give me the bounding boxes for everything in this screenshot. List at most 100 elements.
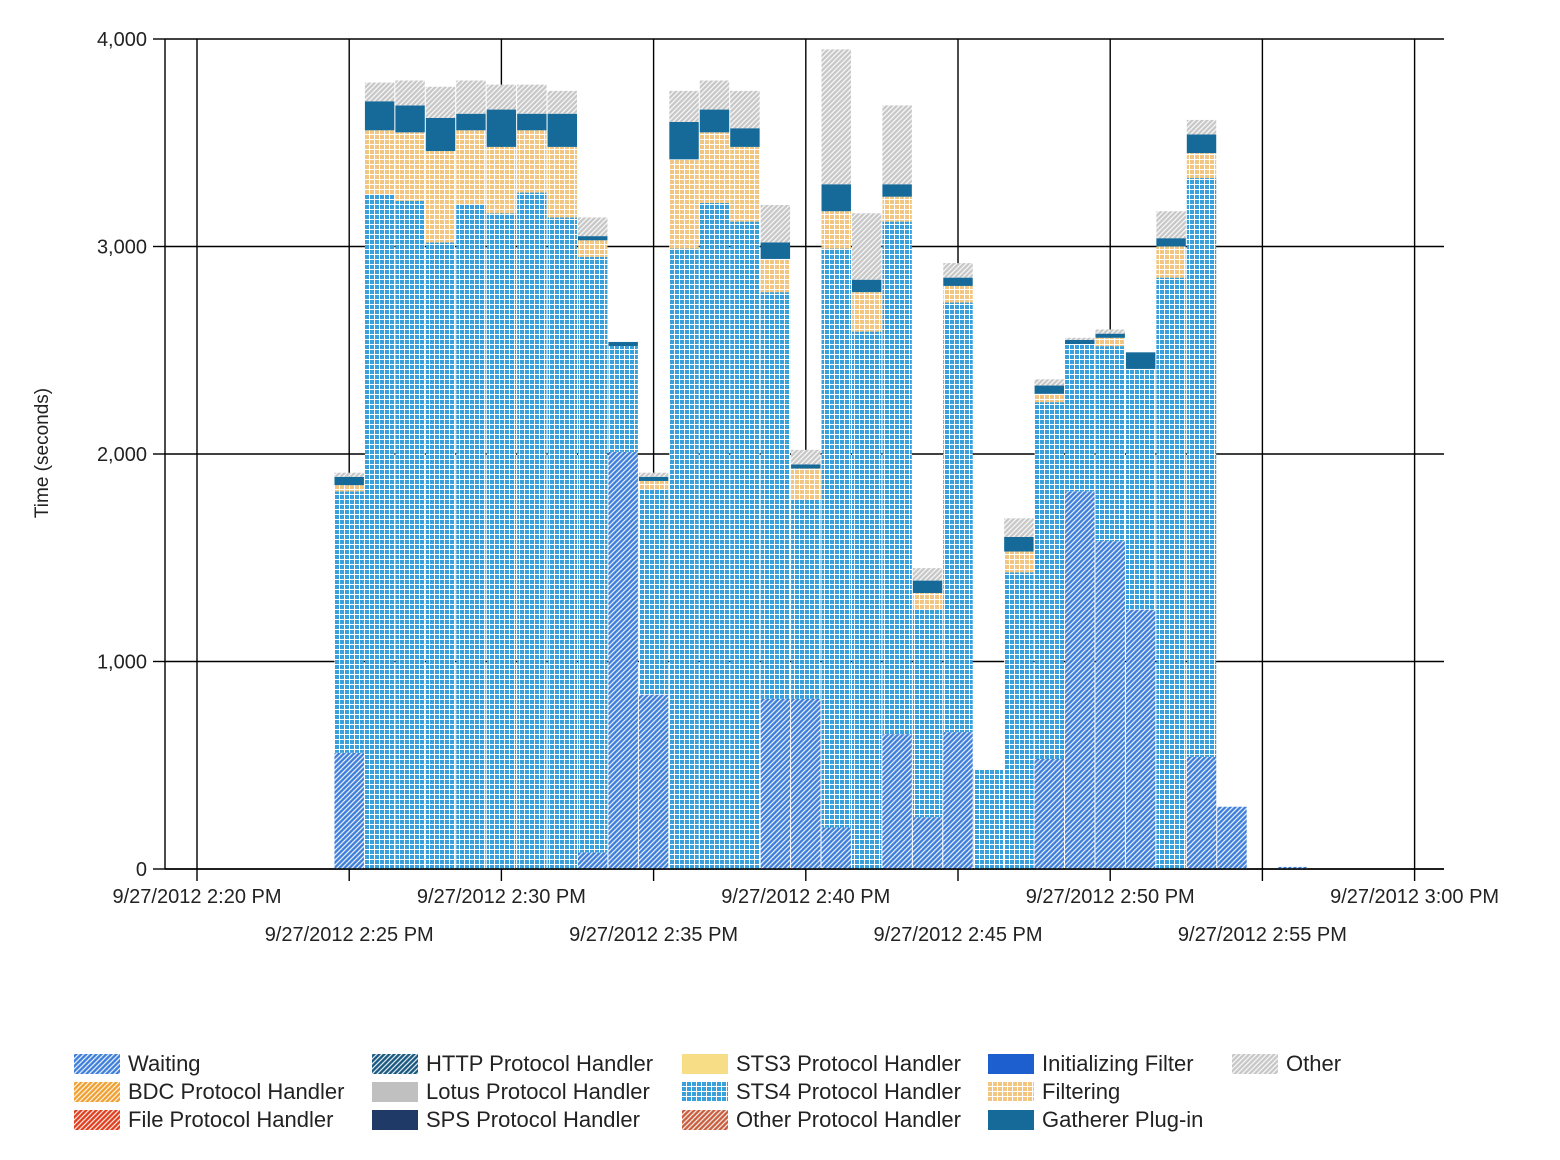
legend-swatch xyxy=(988,1110,1034,1130)
bar-segment-sts4-protocol-handler xyxy=(973,769,1004,869)
bar-segment-gatherer-plug-in xyxy=(1125,352,1156,369)
bar-segment-gatherer-plug-in xyxy=(638,476,669,481)
bar-segment-gatherer-plug-in xyxy=(547,113,577,147)
bar-segment-gatherer-plug-in xyxy=(699,109,730,133)
bar-segment-gatherer-plug-in xyxy=(1095,333,1125,338)
legend-label: STS3 Protocol Handler xyxy=(736,1051,961,1076)
bar-segment-gatherer-plug-in xyxy=(851,279,882,293)
bar-segment-sts4-protocol-handler xyxy=(1004,572,1034,869)
bar-segment-sts4-protocol-handler xyxy=(395,200,425,870)
bar-segment-other xyxy=(1186,119,1217,135)
bar-segment-sts4-protocol-handler xyxy=(882,221,912,735)
bar-segment-gatherer-plug-in xyxy=(1065,339,1095,345)
bar-segment-sts4-protocol-handler xyxy=(791,499,821,699)
bar-segment-filtering xyxy=(578,240,608,257)
bar-segment-sts4-protocol-handler xyxy=(699,202,730,870)
bar-segment-filtering xyxy=(851,292,882,332)
legend-label: Gatherer Plug-in xyxy=(1042,1107,1204,1132)
bar-segment-other xyxy=(456,80,486,114)
bar-segment-filtering xyxy=(730,146,760,222)
bar-segment-sts4-protocol-handler xyxy=(760,292,791,699)
bar-segment-gatherer-plug-in xyxy=(517,113,547,131)
bar-segment-waiting xyxy=(943,732,973,869)
legend-swatch xyxy=(1232,1054,1278,1074)
bar-segment-other xyxy=(851,213,882,280)
bar-segment-gatherer-plug-in xyxy=(456,113,486,131)
bar-segment-sts4-protocol-handler xyxy=(334,491,364,753)
legend-label: STS4 Protocol Handler xyxy=(736,1079,961,1104)
legend-label: HTTP Protocol Handler xyxy=(426,1051,654,1076)
legend-item: Waiting xyxy=(74,1051,201,1077)
legend: Waiting BDC Protocol Handler File Protocol… xyxy=(74,1051,1514,1141)
bar-segment-sts4-protocol-handler xyxy=(578,256,608,853)
bar-segment-gatherer-plug-in xyxy=(669,122,699,160)
bar-segment-sts4-protocol-handler xyxy=(912,609,943,818)
bar-segment-other xyxy=(730,90,760,129)
bar-segment-sts4-protocol-handler xyxy=(1065,344,1095,492)
bar-segment-other xyxy=(699,80,730,110)
bar-segment-gatherer-plug-in xyxy=(486,109,517,147)
bar-segment-other xyxy=(578,217,608,237)
bar-segment-gatherer-plug-in xyxy=(425,117,456,152)
legend-item: SPS Protocol Handler xyxy=(372,1107,640,1133)
legend-item: File Protocol Handler xyxy=(74,1107,333,1133)
bar-segment-sts4-protocol-handler xyxy=(638,489,669,695)
y-axis-label: Time (seconds) xyxy=(32,388,53,518)
legend-item: Filtering xyxy=(988,1079,1120,1105)
bar-segment-sts4-protocol-handler xyxy=(1186,178,1217,757)
bar-segment-waiting xyxy=(1065,491,1095,869)
legend-item: Gatherer Plug-in xyxy=(988,1107,1203,1133)
x-tick-label: 9/27/2012 3:00 PM xyxy=(1330,886,1499,908)
bar-segment-other xyxy=(1004,518,1034,537)
legend-label: Other Protocol Handler xyxy=(736,1107,961,1132)
bar-segment-waiting xyxy=(882,734,912,869)
bar-segment-waiting xyxy=(1095,541,1125,869)
bar-segment-other xyxy=(334,472,364,477)
y-tick-label: 1,000 xyxy=(97,652,147,674)
bar-segment-sts4-protocol-handler xyxy=(851,331,882,869)
bar-segment-waiting xyxy=(638,694,669,869)
bar-segment-gatherer-plug-in xyxy=(912,580,943,594)
legend-swatch xyxy=(988,1082,1034,1102)
bar-segment-filtering xyxy=(821,211,851,249)
x-tick-label: 9/27/2012 2:35 PM xyxy=(569,924,738,946)
x-tick-label: 9/27/2012 2:20 PM xyxy=(112,886,281,908)
legend-swatch xyxy=(372,1054,418,1074)
legend-label: BDC Protocol Handler xyxy=(128,1079,345,1104)
bar-segment-filtering xyxy=(517,130,547,193)
bar-segment-sts4-protocol-handler xyxy=(1034,402,1065,760)
bar-segment-filtering xyxy=(791,468,821,500)
bar-segment-sts4-protocol-handler xyxy=(547,217,577,869)
bar-segment-gatherer-plug-in xyxy=(1034,385,1065,394)
bar-segment-filtering xyxy=(486,146,517,214)
legend-label: Filtering xyxy=(1042,1079,1121,1104)
bar-segment-gatherer-plug-in xyxy=(791,464,821,469)
y-tick-label: 4,000 xyxy=(97,29,147,51)
legend-swatch xyxy=(372,1082,418,1102)
bar-segment-filtering xyxy=(912,593,943,610)
y-tick-label: 0 xyxy=(136,859,147,881)
bar-segment-filtering xyxy=(456,130,486,205)
legend-label: Other xyxy=(1286,1051,1342,1076)
bar-segment-waiting xyxy=(334,752,364,869)
bar-segment-filtering xyxy=(1004,551,1034,573)
bar-segment-filtering xyxy=(1156,246,1186,278)
x-tick-label: 9/27/2012 2:55 PM xyxy=(1178,924,1347,946)
bar-segment-waiting xyxy=(608,451,638,869)
bar-segment-filtering xyxy=(760,258,791,293)
bar-segment-waiting xyxy=(912,817,943,869)
x-tick-label: 9/27/2012 2:40 PM xyxy=(721,886,890,908)
bar-segment-waiting xyxy=(578,852,608,869)
bar-segment-filtering xyxy=(638,480,669,490)
grid-lines xyxy=(165,38,1444,881)
bar-segment-filtering xyxy=(882,196,912,222)
bar-segment-other xyxy=(1156,211,1186,239)
legend-swatch xyxy=(74,1054,120,1074)
legend-item: Other xyxy=(1232,1051,1341,1077)
bars xyxy=(334,49,1308,870)
bar-segment-other xyxy=(395,80,425,106)
bar-segment-waiting xyxy=(791,698,821,869)
bar-segment-sts4-protocol-handler xyxy=(608,346,638,452)
bar-segment-gatherer-plug-in xyxy=(882,184,912,197)
legend-label: File Protocol Handler xyxy=(128,1107,334,1132)
